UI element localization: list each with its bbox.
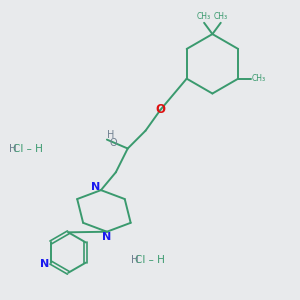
Text: CH₃: CH₃: [197, 12, 211, 21]
Text: O: O: [155, 103, 165, 116]
Text: N: N: [102, 232, 112, 242]
Text: H: H: [107, 130, 114, 140]
Text: N: N: [91, 182, 100, 192]
Text: Cl – H: Cl – H: [13, 143, 43, 154]
Text: Cl – H: Cl – H: [135, 255, 165, 265]
Text: H: H: [131, 255, 138, 265]
Text: CH₃: CH₃: [251, 74, 266, 83]
Text: H: H: [9, 143, 16, 154]
Text: CH₃: CH₃: [214, 12, 228, 21]
Text: O: O: [110, 139, 117, 148]
Text: N: N: [40, 259, 49, 269]
